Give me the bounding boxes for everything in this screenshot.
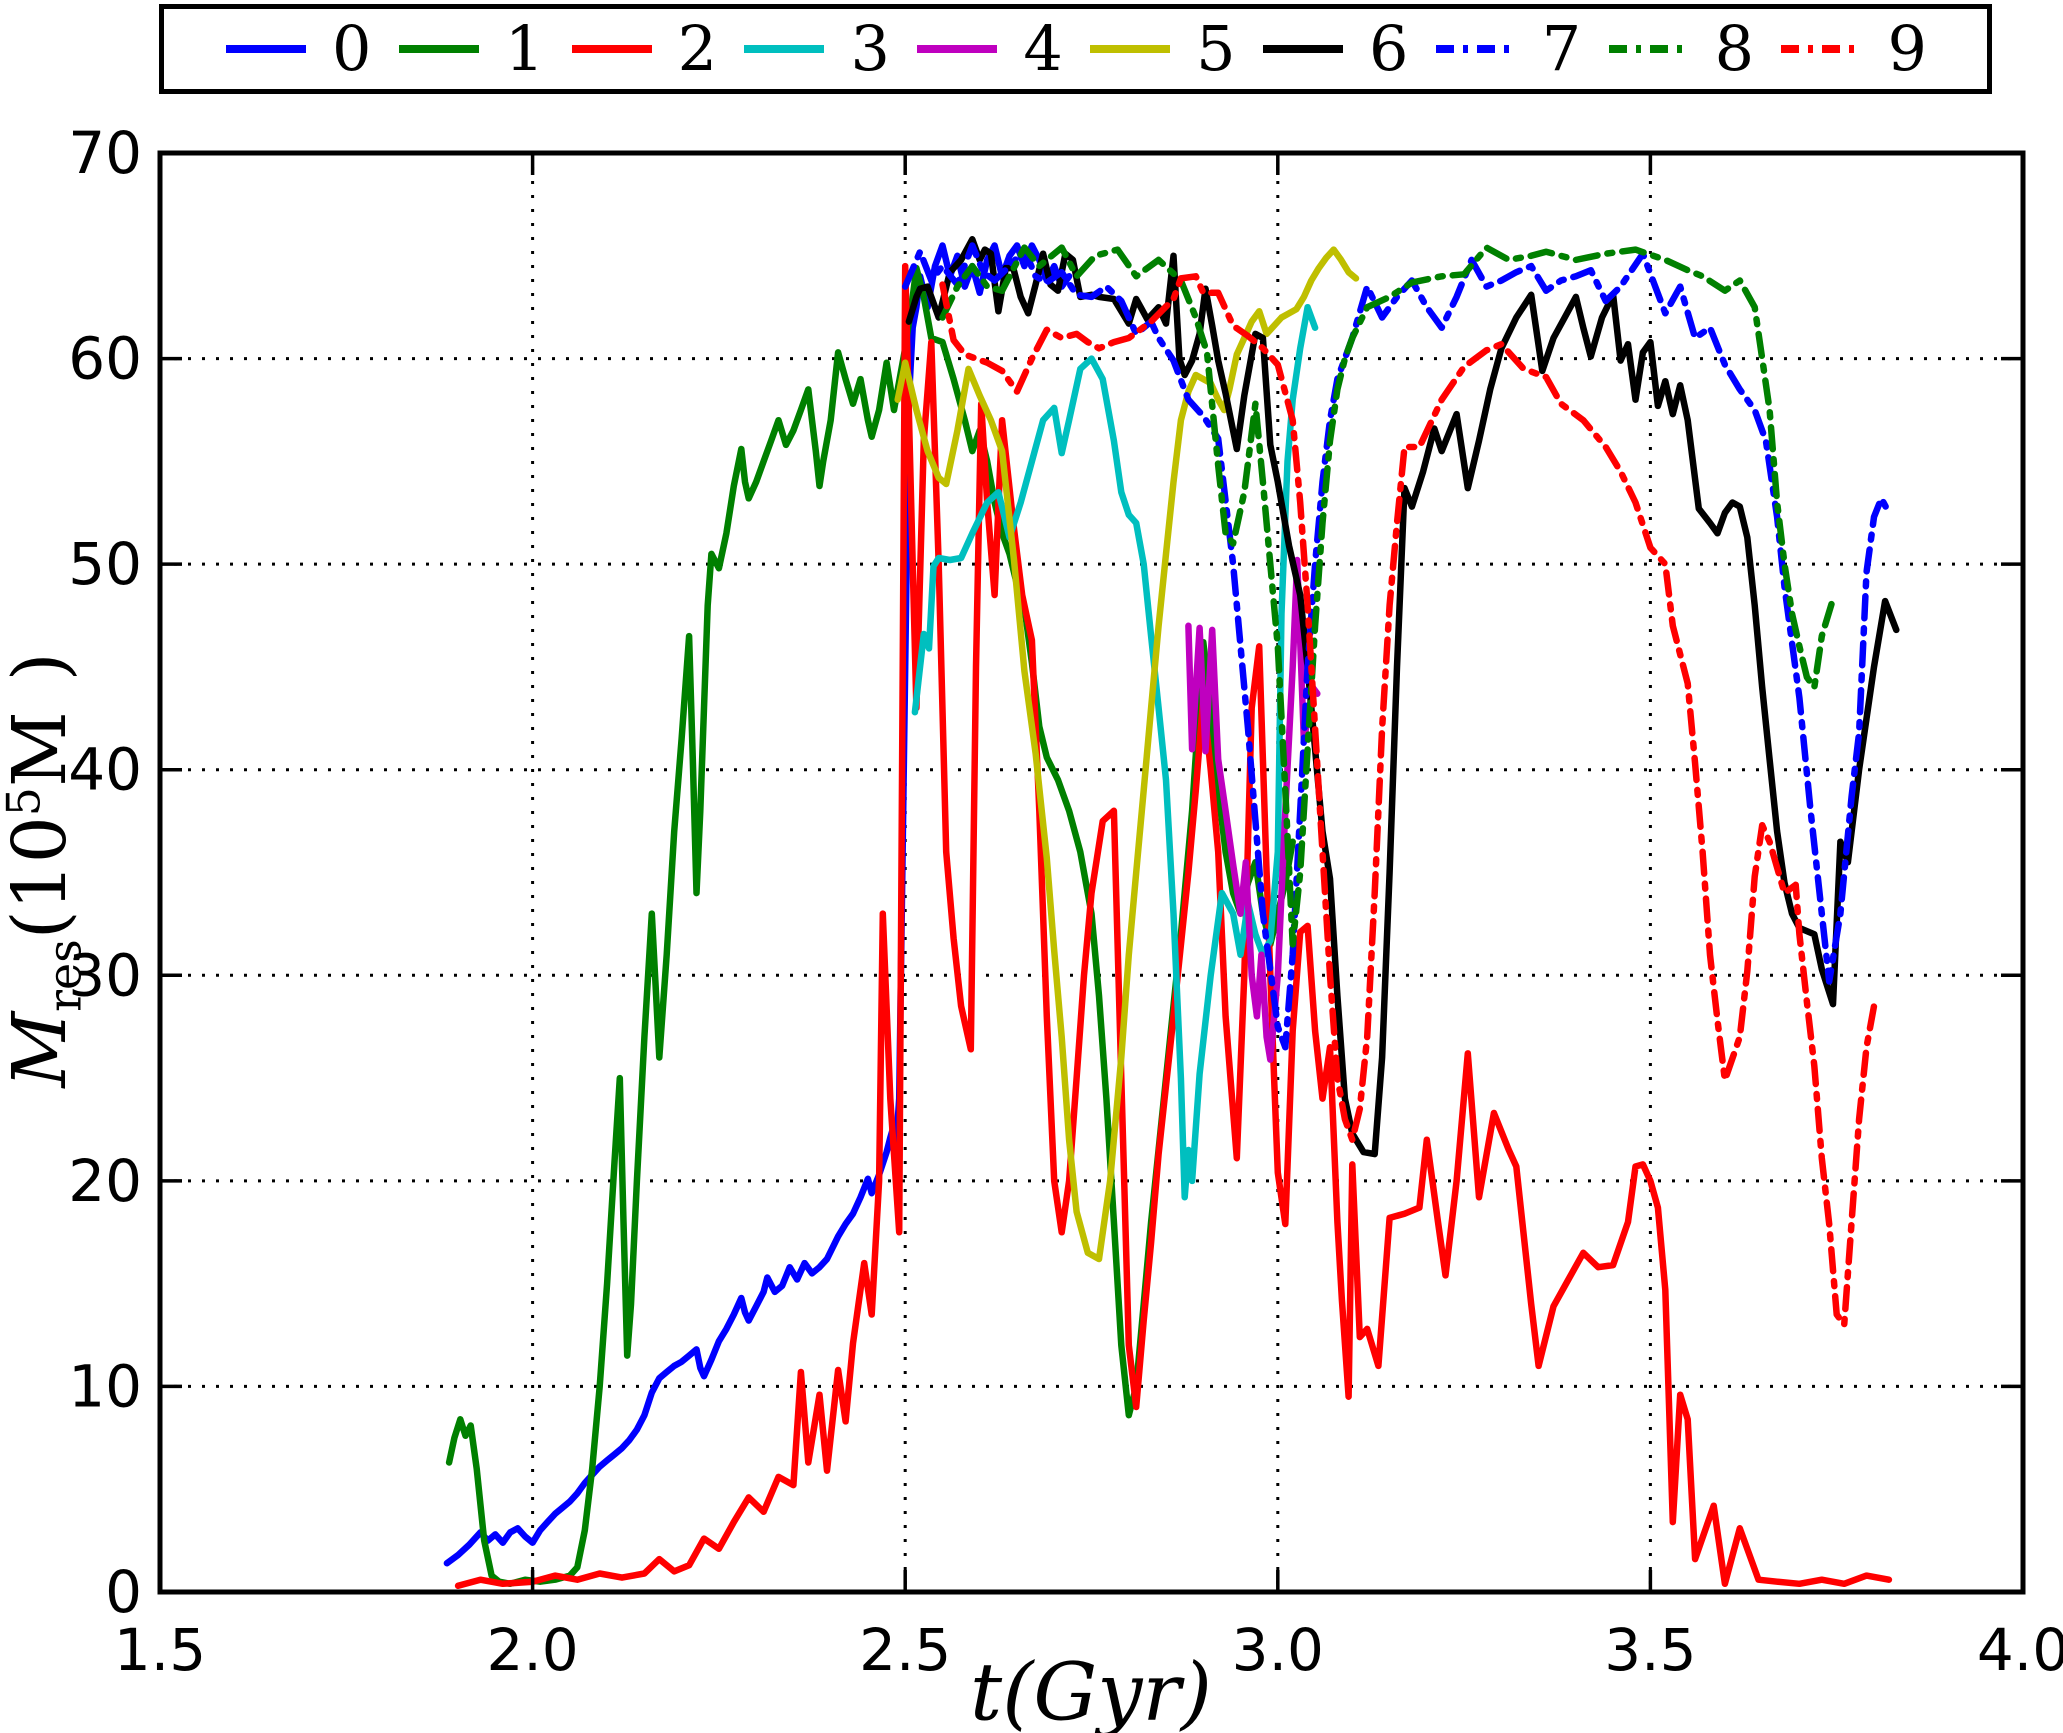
legend-entry-4: 4 — [915, 12, 1063, 85]
legend-entry-6: 6 — [1261, 18, 1408, 80]
y-label-sub: res — [37, 939, 92, 1012]
series-line-6 — [905, 236, 1900, 1158]
y-label-main: M — [0, 1011, 83, 1088]
legend-line-sample-4 — [917, 45, 998, 53]
series-line-2 — [454, 262, 1893, 1590]
legend-label-2: 2 — [677, 12, 718, 85]
y-tick-label: 20 — [68, 1147, 142, 1215]
legend-line-sample-0 — [226, 45, 306, 53]
y-label-sup: 5 — [0, 787, 51, 817]
plot-frame — [157, 150, 2026, 1595]
series-line-5 — [894, 246, 1360, 1263]
x-tick-label: 3.0 — [1232, 1616, 1324, 1684]
series-line-1 — [445, 264, 1296, 1588]
legend-label-3: 3 — [850, 12, 890, 85]
legend-label-9: 9 — [1887, 12, 1927, 85]
legend-label-6: 6 — [1368, 12, 1409, 85]
legend-entry-5: 5 — [1088, 12, 1236, 85]
y-tick-label: 60 — [68, 325, 142, 393]
legend-entry-2: 2 — [570, 18, 717, 80]
legend-entry-7: 7 — [1434, 18, 1581, 80]
y-tick-label: 10 — [68, 1352, 142, 1420]
legend-entry-1: 1 — [397, 18, 544, 80]
legend-entry-8: 8 — [1607, 18, 1754, 80]
y-tick-label: 70 — [68, 119, 142, 187]
y-tick-label: 0 — [105, 1558, 142, 1626]
y-label-tail: M — [0, 711, 83, 788]
legend-label-7: 7 — [1541, 12, 1582, 85]
series-line-8 — [939, 244, 1837, 948]
legend-line-sample-8 — [1608, 45, 1689, 53]
legend-label-8: 8 — [1714, 12, 1755, 85]
x-tick-label: 1.5 — [114, 1616, 206, 1684]
y-tick-label: 50 — [68, 530, 142, 598]
legend-entry-9: 9 — [1779, 12, 1927, 85]
x-tick-label: 2.5 — [859, 1616, 951, 1684]
legend-label-0: 0 — [332, 12, 372, 85]
legend-line-sample-1 — [398, 45, 479, 53]
legend-line-sample-7 — [1435, 45, 1516, 53]
y-label-mid: (10 — [0, 816, 83, 940]
legend-label-5: 5 — [1196, 12, 1236, 85]
legend-label-1: 1 — [504, 12, 545, 85]
series-line-7 — [901, 242, 1893, 1051]
legend-line-sample-2 — [571, 45, 652, 53]
y-axis-label: Mres(105M) — [0, 652, 92, 1087]
legend-line-sample-5 — [1090, 45, 1171, 53]
legend-label-4: 4 — [1023, 12, 1063, 85]
y-tick-label: 40 — [68, 736, 142, 804]
legend-entry-0: 0 — [224, 18, 371, 80]
x-tick-label: 4.0 — [1977, 1616, 2063, 1684]
series-line-4 — [1185, 556, 1321, 1063]
legend-entry-3: 3 — [742, 12, 890, 85]
x-tick-label: 2.0 — [486, 1616, 578, 1684]
x-tick-label: 3.5 — [1604, 1616, 1696, 1684]
y-tick-label: 30 — [68, 941, 142, 1009]
legend-line-sample-6 — [1262, 45, 1343, 53]
legend-line-sample-9 — [1781, 45, 1862, 53]
x-axis-label: t(Gyr) — [970, 1645, 1212, 1733]
series-line-9 — [939, 273, 1878, 1329]
y-label-close-paren: ) — [0, 652, 83, 682]
legend-line-sample-3 — [744, 45, 825, 53]
